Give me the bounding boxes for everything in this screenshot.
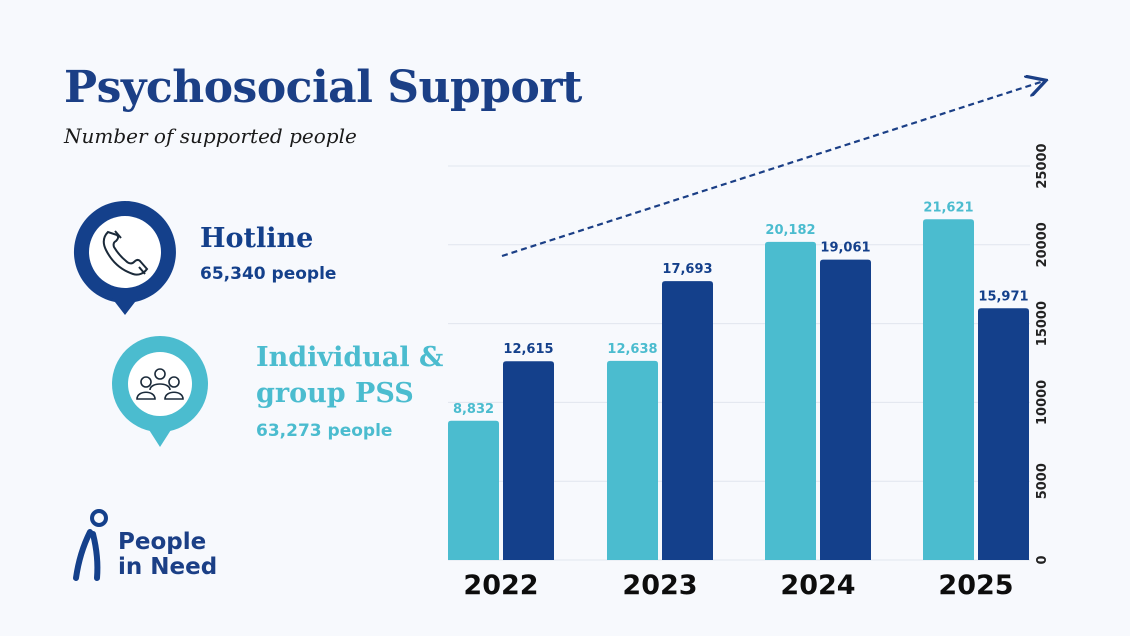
x-category-label: 2025 [938, 570, 1013, 601]
y-tick-label: 10000 [1035, 380, 1050, 425]
page-title: Psychosocial Support [64, 62, 582, 113]
x-category-label: 2024 [780, 570, 855, 601]
bar [448, 420, 499, 560]
phone-icon [102, 230, 149, 276]
data-label: 19,061 [820, 241, 870, 256]
hotline-pin [73, 201, 176, 315]
bar [820, 259, 871, 560]
individual-pin [112, 336, 208, 447]
page-subtitle: Number of supported people [64, 124, 357, 148]
data-label: 8,832 [453, 402, 494, 417]
individual-title-line2: group PSS [256, 378, 414, 409]
x-category-label: 2022 [463, 570, 538, 601]
data-label: 12,638 [607, 342, 657, 357]
data-label: 21,621 [923, 200, 973, 215]
x-category-label: 2023 [622, 570, 697, 601]
person-logo-icon [73, 509, 108, 581]
people-group-icon [136, 368, 184, 400]
data-label: 20,182 [765, 223, 815, 238]
data-label: 12,615 [503, 342, 553, 357]
data-label: 15,971 [978, 289, 1028, 304]
hotline-title: Hotline [200, 223, 314, 254]
data-label: 17,693 [662, 262, 712, 277]
hotline-count: 65,340 people [200, 264, 337, 284]
logo-line2: in Need [118, 554, 218, 580]
bar [765, 241, 816, 560]
bar [503, 361, 554, 560]
y-tick-label: 5000 [1035, 463, 1050, 499]
individual-title-line1: Individual & [256, 342, 444, 373]
y-tick-label: 0 [1035, 555, 1050, 564]
y-tick-label: 15000 [1035, 301, 1050, 346]
trend-arrow [501, 81, 1044, 258]
individual-count: 63,273 people [256, 421, 393, 441]
bar [978, 308, 1029, 560]
y-tick-label: 25000 [1035, 143, 1050, 188]
people-in-need-logo: People in Need [66, 508, 226, 586]
bar [607, 360, 658, 560]
bar [662, 281, 713, 560]
bar [923, 219, 974, 560]
y-tick-label: 20000 [1035, 222, 1050, 267]
logo-line1: People [118, 529, 207, 555]
